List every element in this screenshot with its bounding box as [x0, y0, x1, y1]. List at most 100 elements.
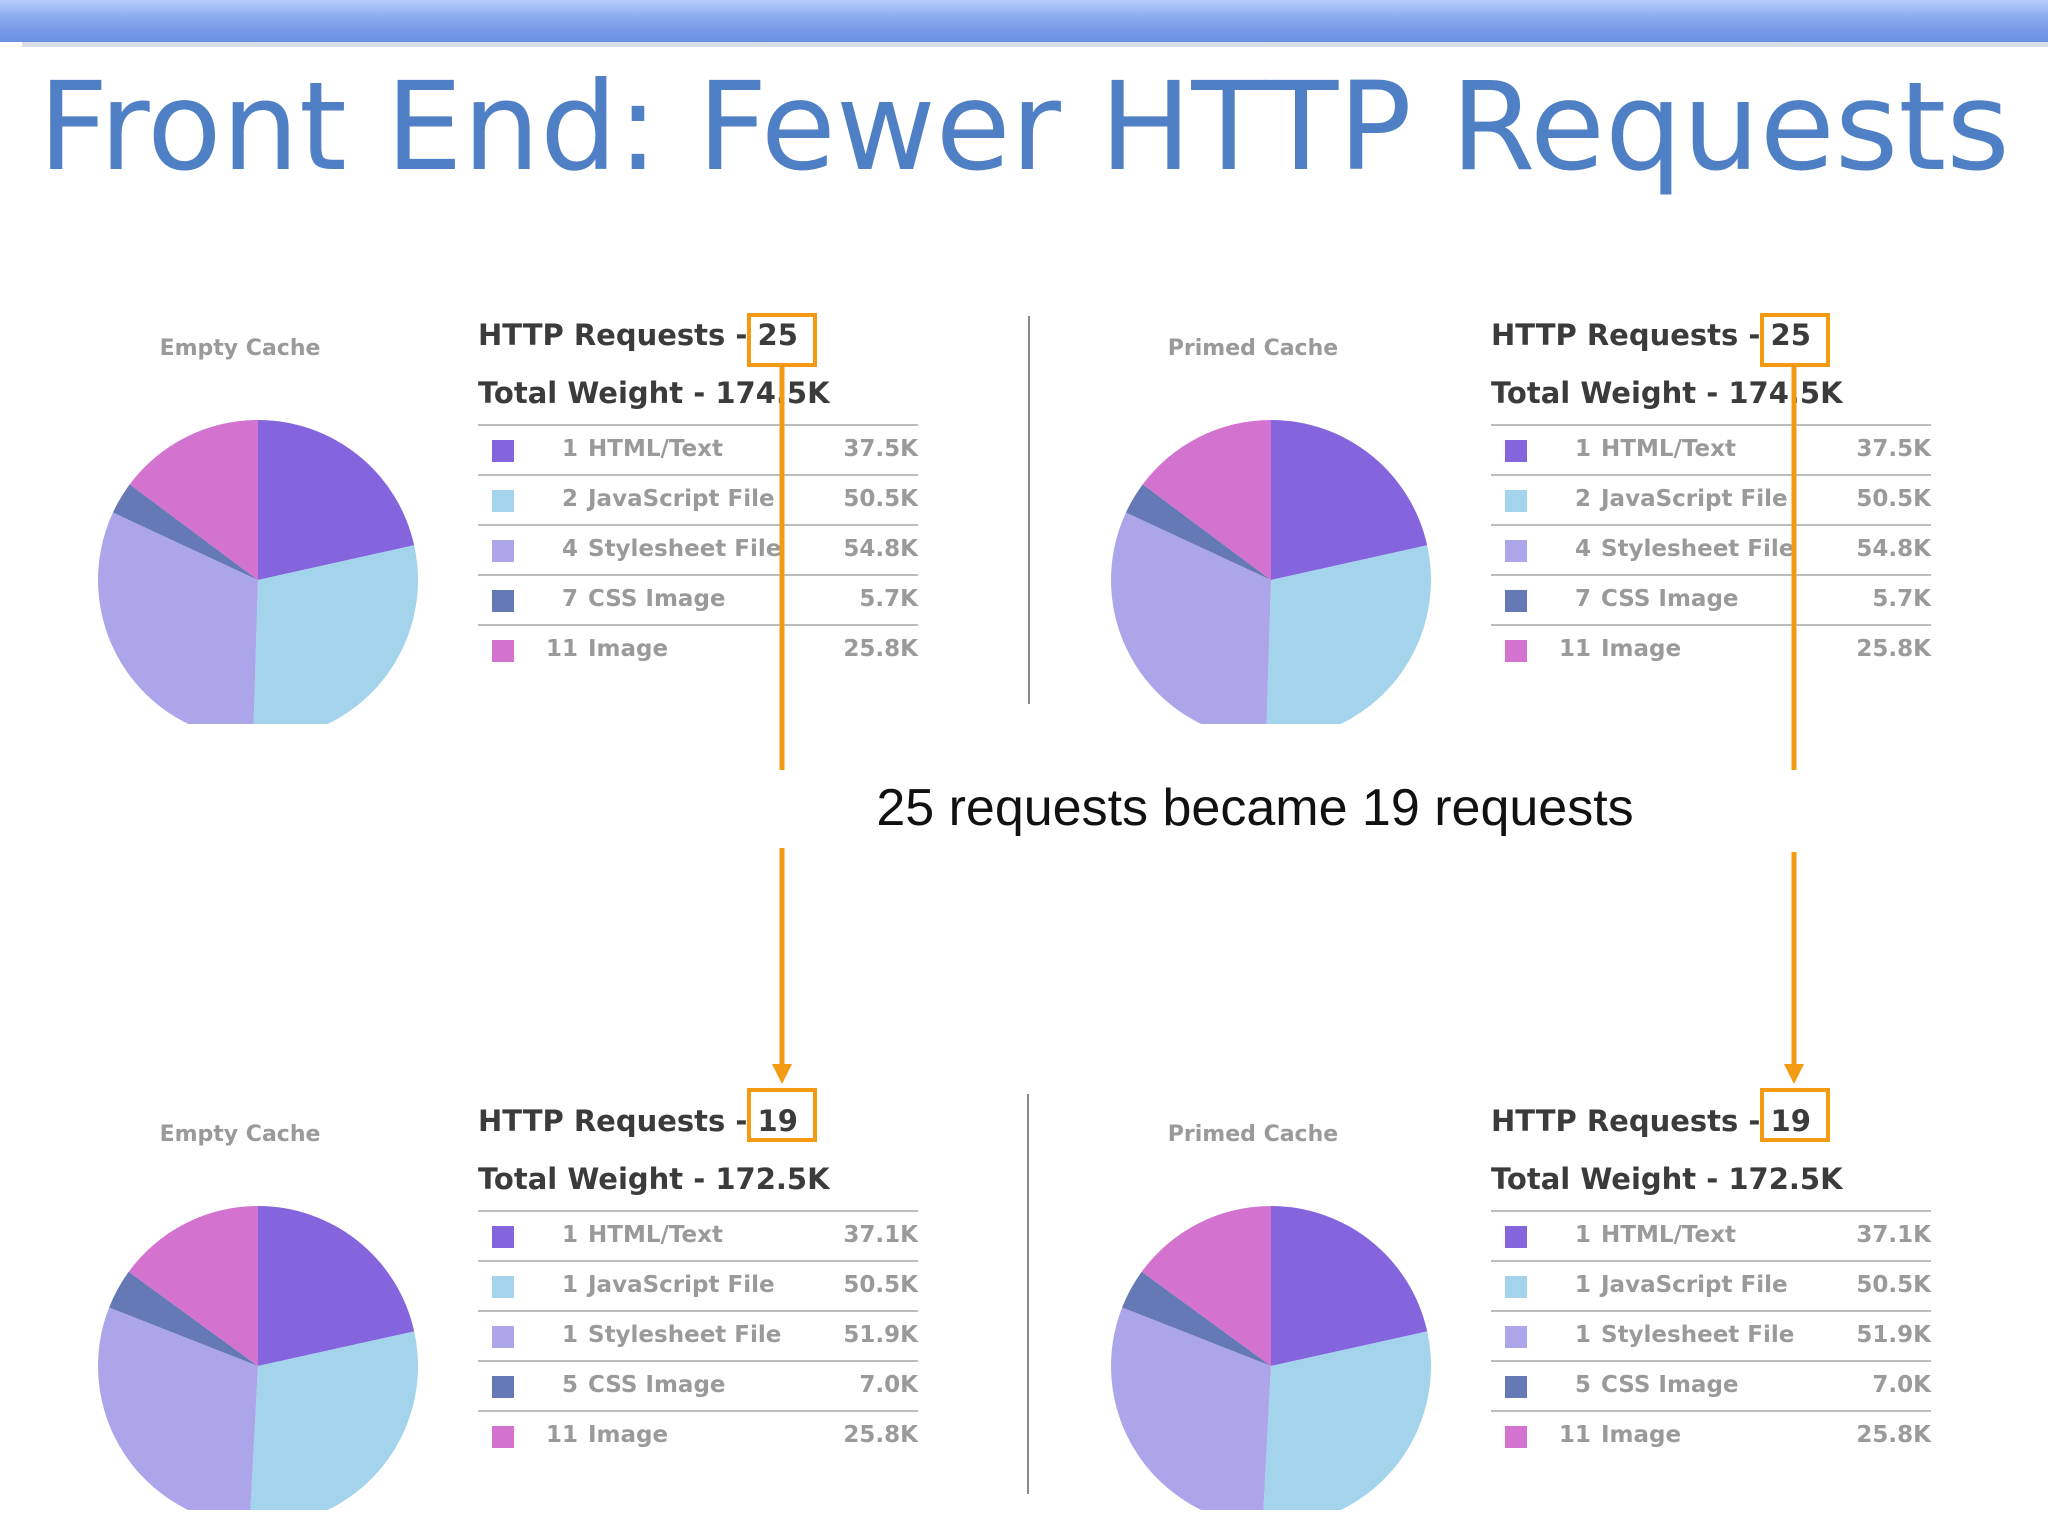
table-row: 2 JavaScript File 50.5K — [1491, 474, 1931, 524]
legend-swatch — [1505, 1226, 1527, 1248]
resource-size: 50.5K — [1856, 1272, 1931, 1298]
resource-type: Stylesheet File — [588, 536, 782, 562]
resource-size: 37.5K — [1856, 436, 1931, 462]
legend-swatch — [492, 490, 514, 512]
resource-count: 1 — [1574, 1272, 1591, 1298]
resource-size: 7.0K — [859, 1372, 918, 1398]
vertical-divider-top — [1028, 316, 1030, 704]
total-weight: Total Weight - 174.5K — [478, 376, 830, 410]
table-row: 2 JavaScript File 50.5K — [478, 474, 918, 524]
http-requests-line: HTTP Requests - 25 — [478, 318, 798, 352]
table-row: 11 Image 25.8K — [478, 624, 918, 674]
resource-size: 54.8K — [843, 536, 918, 562]
resource-size: 50.5K — [843, 1272, 918, 1298]
http-requests-value: 25 — [1770, 318, 1811, 352]
pie-chart — [1111, 420, 1431, 724]
highlight-box-after-empty — [747, 1088, 817, 1142]
resource-table: 1 HTML/Text 37.1K 1 JavaScript File 50.5K 1 Sty… — [1491, 1210, 1931, 1460]
pie-slice-stylesheet-file — [98, 1307, 258, 1510]
cache-label: Primed Cache — [1167, 1122, 1339, 1147]
highlight-box-after-primed — [1760, 1088, 1830, 1142]
resource-type: Stylesheet File — [1601, 536, 1795, 562]
table-row: 1 Stylesheet File 51.9K — [1491, 1310, 1931, 1360]
resource-table: 1 HTML/Text 37.1K 1 JavaScript File 50.5K 1 Sty… — [478, 1210, 918, 1460]
resource-size: 51.9K — [843, 1322, 918, 1348]
legend-swatch — [1505, 540, 1527, 562]
legend-swatch — [492, 440, 514, 462]
http-requests-label: HTTP Requests - — [1491, 1104, 1771, 1138]
resource-count: 4 — [1574, 536, 1591, 562]
panel-after-primed: Primed Cache HTTP Requests - 19 Total We… — [1093, 1104, 2048, 1540]
resource-type: JavaScript File — [1601, 486, 1788, 512]
resource-size: 25.8K — [843, 636, 918, 662]
resource-count: 11 — [1558, 1422, 1591, 1448]
cache-label: Empty Cache — [159, 1122, 321, 1147]
resource-count: 5 — [1574, 1372, 1591, 1398]
table-row: 1 HTML/Text 37.1K — [1491, 1210, 1931, 1260]
pie-slice-javascript-file — [1266, 545, 1431, 724]
legend-swatch — [492, 1376, 514, 1398]
resource-type: Image — [588, 636, 669, 662]
http-requests-line: HTTP Requests - 19 — [1491, 1104, 1811, 1138]
resource-size: 37.1K — [843, 1222, 918, 1248]
resource-size: 7.0K — [1872, 1372, 1931, 1398]
pie-slice-css-image — [112, 484, 258, 580]
resource-count: 1 — [1574, 1222, 1591, 1248]
pie-slice-javascript-file — [1263, 1331, 1431, 1510]
resource-size: 51.9K — [1856, 1322, 1931, 1348]
http-requests-line: HTTP Requests - 19 — [478, 1104, 798, 1138]
resource-count: 2 — [561, 486, 578, 512]
pie-slice-javascript-file — [250, 1331, 418, 1510]
total-weight: Total Weight - 172.5K — [478, 1162, 830, 1196]
pie-chart — [98, 1206, 418, 1510]
legend-swatch — [1505, 1326, 1527, 1348]
cache-label: Primed Cache — [1167, 336, 1339, 361]
resource-type: CSS Image — [1601, 1372, 1739, 1398]
pie-slice-css-image — [109, 1271, 259, 1366]
panel-after-empty: Empty Cache HTTP Requests - 19 Total Wei… — [80, 1104, 1080, 1540]
table-row: 4 Stylesheet File 54.8K — [478, 524, 918, 574]
caption: 25 requests became 19 requests — [876, 779, 1634, 837]
resource-count: 11 — [1558, 636, 1591, 662]
pie-slice-css-image — [1125, 484, 1271, 580]
resource-type: Stylesheet File — [1601, 1322, 1795, 1348]
resource-size: 5.7K — [1872, 586, 1931, 612]
pie-slice-css-image — [1122, 1271, 1271, 1366]
resource-count: 1 — [561, 1272, 578, 1298]
table-row: 1 JavaScript File 50.5K — [478, 1260, 918, 1310]
slide-title: Front End: Fewer HTTP Requests — [38, 56, 2010, 198]
resource-type: CSS Image — [588, 586, 726, 612]
panel-before-empty: Empty Cache HTTP Requests - 25 Total Wei… — [80, 318, 1080, 754]
resource-count: 1 — [1574, 1322, 1591, 1348]
resource-size: 25.8K — [843, 1422, 918, 1448]
pie-slice-stylesheet-file — [1111, 1307, 1271, 1510]
pie-slice-image — [129, 420, 258, 580]
legend-swatch — [492, 640, 514, 662]
pie-slice-image — [1142, 420, 1271, 580]
resource-count: 5 — [561, 1372, 578, 1398]
pie-chart — [1111, 1206, 1431, 1510]
resource-type: HTML/Text — [1601, 1222, 1736, 1248]
legend-swatch — [492, 1426, 514, 1448]
resource-type: Stylesheet File — [588, 1322, 782, 1348]
resource-type: JavaScript File — [1601, 1272, 1788, 1298]
resource-table: 1 HTML/Text 37.5K 2 JavaScript File 50.5K 4 Sty… — [478, 424, 918, 674]
title-bar-band — [0, 0, 2048, 42]
pie-slice-html-text — [1271, 420, 1428, 580]
resource-count: 1 — [561, 436, 578, 462]
http-requests-label: HTTP Requests - — [1491, 318, 1771, 352]
legend-swatch — [1505, 490, 1527, 512]
http-requests-value: 25 — [757, 318, 798, 352]
legend-swatch — [1505, 640, 1527, 662]
resource-size: 37.1K — [1856, 1222, 1931, 1248]
table-row: 4 Stylesheet File 54.8K — [1491, 524, 1931, 574]
resource-size: 25.8K — [1856, 636, 1931, 662]
resource-count: 1 — [1574, 436, 1591, 462]
resource-count: 2 — [1574, 486, 1591, 512]
table-row: 1 Stylesheet File 51.9K — [478, 1310, 918, 1360]
pie-chart — [98, 420, 418, 724]
resource-size: 50.5K — [1856, 486, 1931, 512]
table-row: 7 CSS Image 5.7K — [1491, 574, 1931, 624]
total-weight: Total Weight - 174.5K — [1491, 376, 1843, 410]
table-row: 1 JavaScript File 50.5K — [1491, 1260, 1931, 1310]
